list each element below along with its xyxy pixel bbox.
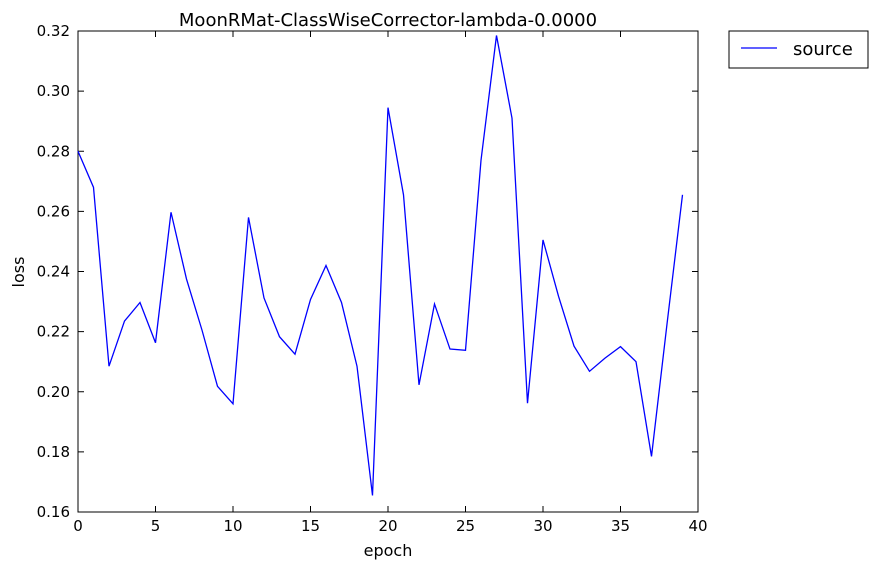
y-tick-label: 0.28 — [37, 142, 70, 160]
x-tick-label: 25 — [456, 517, 475, 535]
x-tick-label: 10 — [223, 517, 242, 535]
y-tick-label: 0.26 — [37, 202, 70, 220]
x-tick-label: 15 — [301, 517, 320, 535]
y-tick-label: 0.24 — [37, 263, 70, 281]
x-axis-label: epoch — [364, 541, 413, 560]
x-tick-label: 0 — [73, 517, 83, 535]
legend: source — [728, 30, 869, 69]
y-tick-label: 0.30 — [37, 82, 70, 100]
legend-label-source: source — [793, 39, 853, 60]
series-line-source — [77, 35, 684, 496]
y-tick-label: 0.32 — [37, 22, 70, 40]
legend-box — [728, 30, 869, 69]
x-tick-label: 30 — [533, 517, 552, 535]
y-tick-label: 0.20 — [37, 383, 70, 401]
x-tick-label: 5 — [151, 517, 161, 535]
y-axis-ticks: 0.16 0.18 0.20 0.22 0.24 0.26 0.28 0.30 0.32 — [37, 22, 698, 521]
plot-area — [77, 30, 699, 513]
x-axis-ticks: 0 5 10 15 20 25 30 35 40 — [73, 31, 708, 535]
series-layer — [77, 35, 684, 496]
chart-title: MoonRMat-ClassWiseCorrector-lambda-0.000… — [179, 10, 597, 31]
y-tick-label: 0.22 — [37, 323, 70, 341]
y-tick-label: 0.16 — [37, 503, 70, 521]
x-tick-label: 40 — [688, 517, 707, 535]
x-tick-label: 20 — [378, 517, 397, 535]
x-tick-label: 35 — [611, 517, 630, 535]
y-axis-label: loss — [9, 257, 28, 288]
y-tick-label: 0.18 — [37, 443, 70, 461]
